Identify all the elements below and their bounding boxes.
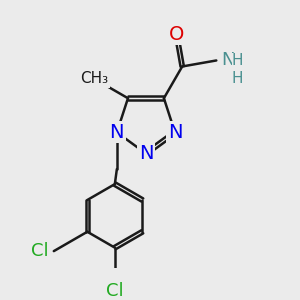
Text: N: N bbox=[168, 123, 182, 142]
Text: Cl: Cl bbox=[31, 242, 49, 260]
Text: Cl: Cl bbox=[106, 282, 124, 300]
Text: CH₃: CH₃ bbox=[80, 71, 109, 86]
Text: H
H: H H bbox=[232, 53, 243, 86]
Text: N: N bbox=[110, 123, 124, 142]
Text: O: O bbox=[169, 25, 184, 44]
Text: N: N bbox=[221, 52, 235, 70]
Text: N: N bbox=[139, 144, 153, 163]
